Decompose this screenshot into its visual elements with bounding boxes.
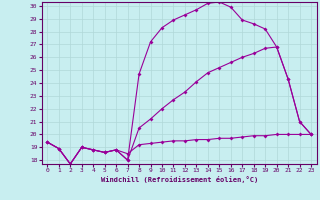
X-axis label: Windchill (Refroidissement éolien,°C): Windchill (Refroidissement éolien,°C): [100, 176, 258, 183]
